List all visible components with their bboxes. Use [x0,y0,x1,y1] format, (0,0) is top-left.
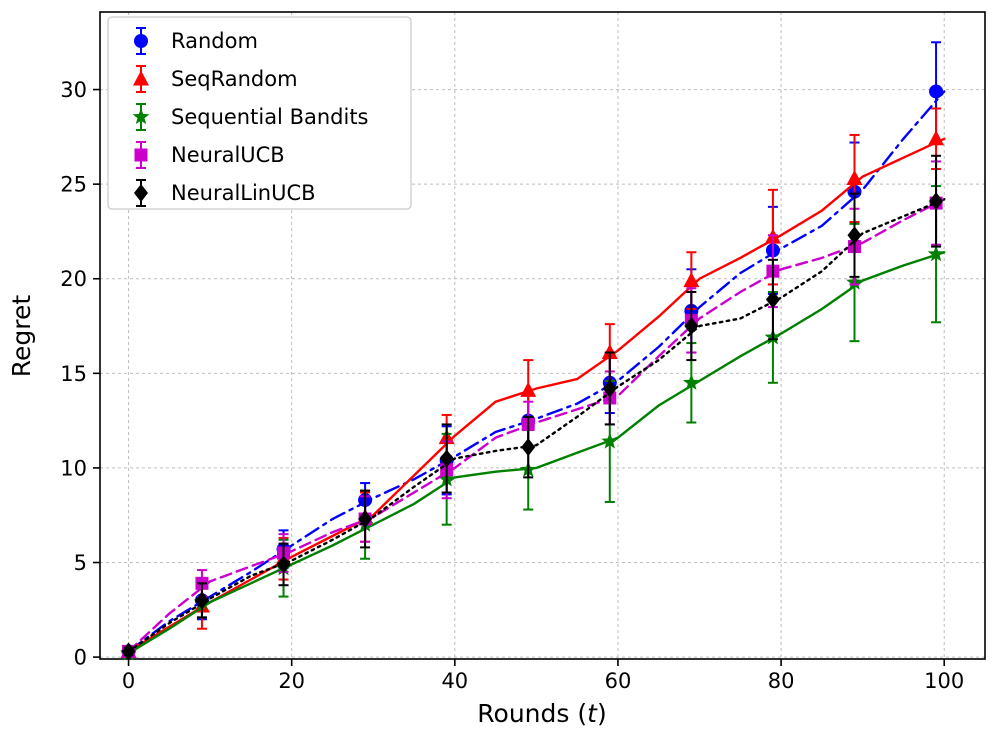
axes [93,11,986,666]
marker-diamond [765,290,780,309]
plot-border [99,11,986,660]
legend-label: Sequential Bandits [171,105,369,129]
y-axis-label: Regret [7,295,36,378]
data-series [120,41,946,661]
series-line [127,251,946,655]
marker-diamond [439,449,454,468]
marker-triangle-up [520,381,537,397]
legend-label: SeqRandom [171,67,298,91]
y-tick-label: 10 [60,456,87,480]
marker-diamond [276,555,291,574]
legend-label: NeuralUCB [171,143,285,167]
legend: Random SeqRandom Sequential Bandits NeuralU… [107,16,412,210]
x-tick-label: 60 [605,669,632,693]
legend-box [107,16,412,210]
y-tick-label: 5 [74,551,87,575]
marker-square [134,148,148,162]
y-tick-label: 25 [60,173,87,197]
marker-star [683,374,700,390]
x-tick-label: 100 [924,669,964,693]
marker-star [132,108,150,125]
marker-diamond [121,642,136,661]
marker-diamond [194,591,209,610]
marker-diamond [358,510,373,529]
y-tick-label: 20 [60,267,87,291]
marker-star [601,432,619,449]
marker-diamond [847,226,862,245]
marker-circle [929,84,944,99]
marker-diamond [521,438,536,457]
x-tick-label: 0 [122,669,135,693]
x-tick-label: 20 [278,669,305,693]
x-axis-label: Rounds (t) [477,699,606,728]
marker-triangle-up [133,70,149,86]
y-tick-label: 0 [74,646,87,670]
marker-diamond [602,379,617,398]
y-tick-label: 15 [60,362,87,386]
series-line [127,137,946,653]
marker-diamond [684,317,699,336]
legend-label: Random [171,29,258,53]
x-tick-label: 80 [768,669,795,693]
legend-label: NeuralLinUCB [171,181,316,205]
marker-triangle-up [846,169,863,185]
marker-triangle-up [683,272,700,288]
marker-triangle-up [928,130,945,146]
x-tick-label: 40 [441,669,468,693]
series-line [127,90,946,653]
marker-circle [134,34,148,48]
marker-diamond [134,184,148,202]
marker-diamond [929,192,944,211]
y-tick-label: 30 [60,78,87,102]
tick-labels: 0 20 40 60 80 100 0 5 10 15 20 25 30 [60,78,964,693]
series-line [127,198,946,653]
marker-star [927,245,945,262]
